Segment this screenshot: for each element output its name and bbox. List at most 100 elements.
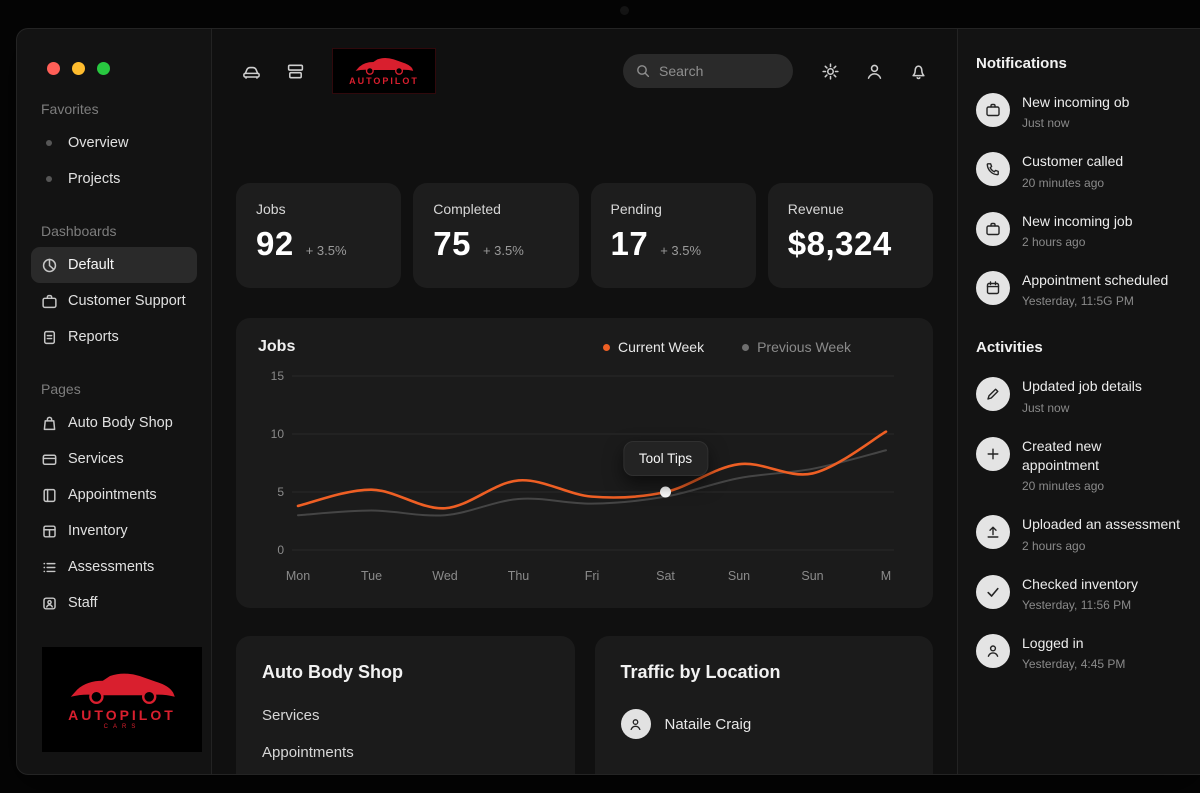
- stat-label: Pending: [610, 201, 662, 217]
- notification-title: Appointment scheduled: [1022, 271, 1169, 288]
- sidebar-item-overview[interactable]: Overview: [31, 125, 197, 161]
- stat-value: 92: [256, 225, 294, 262]
- activity-item[interactable]: Uploaded an assessment 2 hours ago: [974, 504, 1184, 563]
- check-icon: [976, 574, 1010, 609]
- svg-text:0: 0: [277, 543, 284, 557]
- search-input[interactable]: [659, 63, 781, 79]
- chart-legend: Current Week Previous Week: [602, 339, 911, 355]
- sidebar-item-default[interactable]: Default: [31, 247, 197, 283]
- section-title: Pages: [41, 381, 81, 397]
- notification-title: Customer called: [1022, 153, 1124, 170]
- activity-item[interactable]: Updated job details Just now: [974, 366, 1184, 425]
- upload-icon: [976, 515, 1010, 550]
- topbar: AUTOPILOT: [212, 29, 957, 113]
- sidebar-item-label: Projects: [68, 171, 121, 187]
- notifications-heading: Notifications: [976, 55, 1067, 72]
- notification-item[interactable]: Appointment scheduled Yesterday, 11:5G P…: [974, 260, 1184, 319]
- notifications-panel: Notifications New incoming ob Just now C…: [957, 29, 1200, 774]
- jobs-chart: 15 10 5 0 Mon Tue Wed Thu Fri Sat Sun Sun M Tool Tip…: [258, 362, 911, 590]
- activity-time: Yesterday, 4:45 PM: [1022, 657, 1126, 672]
- activity-title: Uploaded an assessment: [1022, 516, 1180, 533]
- zoom-button[interactable]: [97, 62, 110, 75]
- brand-name: AUTOPILOT: [349, 76, 419, 86]
- sidebar-item-projects[interactable]: Projects: [31, 161, 197, 197]
- minimize-button[interactable]: [72, 62, 85, 75]
- sidebar-item-customer-support[interactable]: Customer Support: [31, 283, 197, 319]
- edit-icon: [976, 377, 1010, 412]
- user-icon[interactable]: [859, 56, 889, 86]
- stat-card-revenue: Revenue $8,324: [767, 183, 933, 288]
- notification-item[interactable]: Customer called 20 minutes ago: [974, 141, 1184, 200]
- car-icon[interactable]: [236, 56, 266, 86]
- sidebar-item-label: Appointments: [68, 487, 157, 503]
- traffic-user-row[interactable]: Nataile Craig: [620, 709, 908, 739]
- sidebar-item-services[interactable]: Services: [31, 441, 197, 477]
- notification-title: New incoming ob: [1022, 94, 1130, 110]
- sidebar-item-label: Customer Support: [68, 293, 186, 309]
- archive-icon[interactable]: [280, 56, 310, 86]
- brand-name: AUTOPILOT: [68, 706, 176, 723]
- sidebar-item-label: Auto Body Shop: [68, 415, 173, 431]
- sidebar-item-label: Reports: [68, 329, 119, 345]
- autopilot-logo: AUTOPILOT CARS: [42, 647, 202, 752]
- sidebar-item-label: Default: [68, 257, 114, 273]
- stat-value: 17: [610, 225, 649, 262]
- car-logo-icon: [355, 58, 414, 75]
- sidebar-item-auto-body-shop[interactable]: Auto Body Shop: [31, 405, 197, 441]
- user-icon: [976, 633, 1010, 668]
- notification-item[interactable]: New incoming ob Just now: [974, 82, 1184, 141]
- sidebar-item-assessments[interactable]: Assessments: [31, 549, 197, 585]
- shop-list-item[interactable]: Appointments: [262, 744, 354, 761]
- sidebar-item-staff[interactable]: Staff: [31, 585, 197, 621]
- sidebar-section-pages: Pages Auto Body Shop Services Appointmen…: [17, 379, 211, 621]
- svg-text:5: 5: [277, 485, 284, 499]
- shop-list-item[interactable]: Services: [262, 707, 320, 724]
- user-icon: [620, 709, 651, 739]
- legend-dot-icon: [742, 343, 750, 351]
- bullet-icon: [46, 140, 52, 146]
- sidebar-item-label: Services: [68, 451, 124, 467]
- dashboard-content: Jobs 92 + 3.5% Completed 75 + 3.5% Pendi…: [212, 113, 957, 774]
- activity-title: Created new appointment: [1022, 437, 1102, 473]
- jobs-chart-card: Jobs Current Week Previous Week 15 10 5 0 Mo: [236, 318, 933, 608]
- close-button[interactable]: [47, 62, 60, 75]
- calendar-icon: [976, 270, 1010, 305]
- sidebar-item-reports[interactable]: Reports: [31, 319, 197, 355]
- activity-title: Updated job details: [1022, 378, 1142, 395]
- notification-time: Just now: [1022, 116, 1070, 131]
- bullet-icon: [46, 176, 52, 182]
- svg-text:Fri: Fri: [585, 569, 600, 583]
- legend-previous-week[interactable]: Previous Week: [742, 339, 851, 355]
- box-icon: [41, 523, 58, 540]
- svg-text:Tue: Tue: [361, 569, 382, 583]
- card-icon: [41, 451, 58, 468]
- notification-time: 20 minutes ago: [1022, 175, 1105, 190]
- notebook-icon: [41, 487, 58, 504]
- legend-current-week[interactable]: Current Week: [602, 339, 705, 355]
- bell-icon[interactable]: [903, 56, 933, 86]
- svg-text:Sun: Sun: [801, 569, 823, 583]
- sidebar-item-appointments[interactable]: Appointments: [31, 477, 197, 513]
- camera-dot: [620, 6, 629, 15]
- briefcase-icon: [41, 293, 58, 310]
- activity-item[interactable]: Checked inventory Yesterday, 11:56 PM: [974, 564, 1184, 623]
- stat-label: Completed: [433, 201, 501, 217]
- traffic-by-location-card: Traffic by Location Nataile Craig: [594, 636, 933, 774]
- activity-item[interactable]: Logged in Yesterday, 4:45 PM: [974, 623, 1184, 682]
- legend-dot-icon: [602, 343, 610, 351]
- legend-label: Current Week: [617, 339, 705, 355]
- notification-time: 2 hours ago: [1022, 234, 1086, 249]
- gear-icon[interactable]: [815, 56, 845, 86]
- sidebar-item-label: Assessments: [68, 559, 155, 575]
- sidebar-item-inventory[interactable]: Inventory: [31, 513, 197, 549]
- job-icon: [976, 211, 1010, 246]
- svg-text:Mon: Mon: [286, 569, 310, 583]
- stat-card-jobs: Jobs 92 + 3.5%: [236, 183, 402, 288]
- activity-title: Logged in: [1022, 634, 1084, 651]
- notification-item[interactable]: New incoming job 2 hours ago: [974, 201, 1184, 260]
- svg-text:15: 15: [271, 369, 285, 383]
- topbar-autopilot-logo[interactable]: AUTOPILOT: [332, 48, 436, 94]
- activity-item[interactable]: Created new appointment 20 minutes ago: [974, 426, 1184, 505]
- svg-text:10: 10: [271, 427, 285, 441]
- panel-title: Traffic by Location: [620, 662, 781, 682]
